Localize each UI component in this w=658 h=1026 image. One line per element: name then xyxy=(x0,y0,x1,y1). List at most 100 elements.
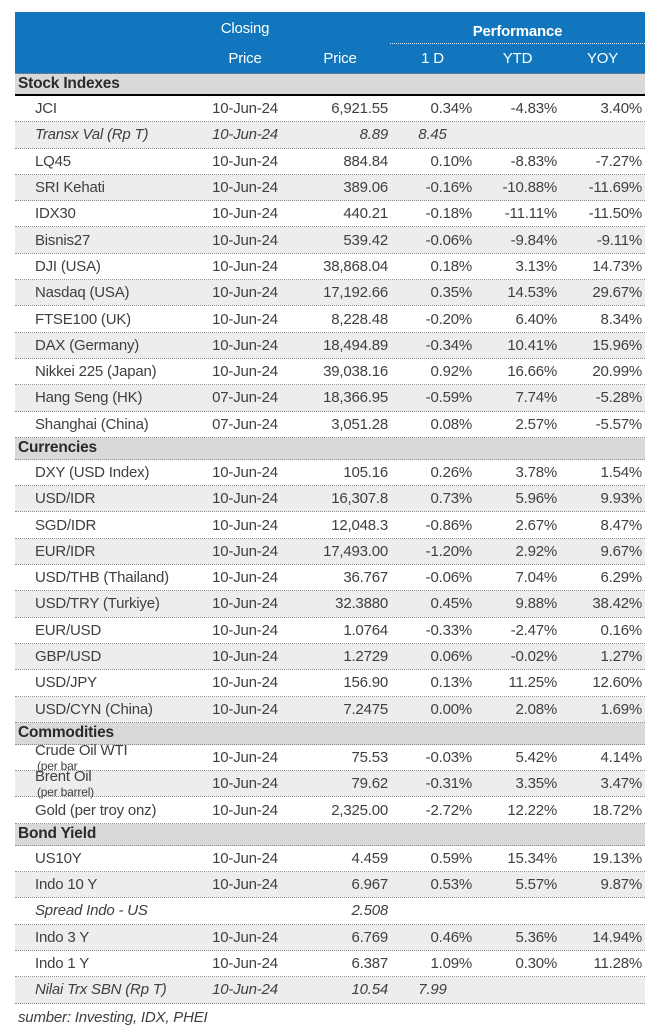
table-row: Indo 3 Y 10-Jun-24 6.769 0.46% 5.36% 14.94% xyxy=(15,924,645,951)
table-row: Indo 10 Y 10-Jun-24 6.967 0.53% 5.57% 9.87% xyxy=(15,872,645,899)
row-1d-cell: 0.92% xyxy=(430,363,472,381)
market-summary-table: Closing Performance Price Price 1 D YTD … xyxy=(15,12,645,1026)
row-name: USD/IDR xyxy=(35,490,96,508)
table-row: DJI (USA) 10-Jun-24 38,868.04 0.18% 3.13% 14.… xyxy=(15,254,645,281)
row-1d-cell: 7.99 xyxy=(418,981,447,999)
table-row: IDX30 10-Jun-24 440.21 -0.18% -11.11% -11.50% xyxy=(15,201,645,228)
row-ytd-cell: 3.78% xyxy=(515,464,557,481)
row-ytd-cell: 2.57% xyxy=(515,415,557,433)
row-name-cell: USD/JPY xyxy=(15,674,200,691)
table-header: Closing Performance Price Price 1 D YTD … xyxy=(15,12,645,74)
row-date-cell: 10-Jun-24 xyxy=(212,363,278,381)
row-date-cell: 07-Jun-24 xyxy=(212,389,278,407)
row-name: Hang Seng (HK) xyxy=(35,389,143,407)
row-yoy-cell: 1.69% xyxy=(600,700,642,718)
header-closing-label: Closing xyxy=(220,19,270,37)
table-row: DXY (USD Index) 10-Jun-24 105.16 0.26% 3.78%… xyxy=(15,460,645,487)
row-date-cell: 10-Jun-24 xyxy=(212,490,278,508)
row-1d-cell: 8.45 xyxy=(418,126,447,144)
row-name: US10Y xyxy=(35,849,82,867)
row-price-cell: 2.508 xyxy=(351,902,388,920)
row-name-cell: Gold (per troy onz) xyxy=(15,802,200,819)
row-date-cell: 10-Jun-24 xyxy=(212,569,278,587)
row-yoy-cell: 3.47% xyxy=(600,775,642,793)
row-price-cell: 1.0764 xyxy=(343,621,388,639)
row-1d-cell: -0.03% xyxy=(425,748,473,766)
row-name: Nasdaq (USA) xyxy=(35,284,130,302)
row-price-cell: 156.90 xyxy=(343,674,388,692)
row-ytd-cell: 12.22% xyxy=(507,801,557,819)
row-name: IDX30 xyxy=(35,205,76,223)
row-date-cell: 10-Jun-24 xyxy=(212,648,278,666)
row-yoy-cell: 1.54% xyxy=(600,464,642,481)
row-name: SGD/IDR xyxy=(35,516,97,534)
row-ytd-cell: 5.36% xyxy=(515,928,557,946)
row-ytd-cell: 5.42% xyxy=(515,748,557,766)
row-name: Shanghai (China) xyxy=(35,415,149,433)
row-name-cell: Shanghai (China) xyxy=(15,416,200,433)
table-row: Indo 1 Y 10-Jun-24 6.387 1.09% 0.30% 11.28% xyxy=(15,951,645,978)
row-ytd-cell: 9.88% xyxy=(515,595,557,613)
row-ytd-cell: 2.92% xyxy=(515,542,557,560)
row-name-detail: (per bar xyxy=(37,758,78,773)
row-name-detail: (per barrel) xyxy=(37,785,94,800)
row-price-cell: 6,921.55 xyxy=(331,100,388,118)
row-date-cell: 10-Jun-24 xyxy=(212,231,278,249)
row-date-cell: 10-Jun-24 xyxy=(212,748,278,766)
row-name-cell: USD/CYN (China) xyxy=(15,701,200,718)
row-date-cell: 10-Jun-24 xyxy=(212,100,278,118)
header-1d-label: 1 D xyxy=(421,50,444,67)
row-name-cell: Nilai Trx SBN (Rp T) xyxy=(15,981,200,998)
table-row: Nikkei 225 (Japan) 10-Jun-24 39,038.16 0.92… xyxy=(15,359,645,386)
row-name: Crude Oil WTI xyxy=(35,741,128,759)
row-1d-cell: 0.35% xyxy=(430,284,472,302)
row-name-cell: US10Y xyxy=(15,850,200,867)
row-yoy-cell: 11.28% xyxy=(593,955,642,973)
row-yoy-cell: 14.94% xyxy=(592,928,642,946)
row-name-cell: SRI Kehati xyxy=(15,179,200,196)
row-1d-cell: -0.06% xyxy=(425,231,473,249)
row-ytd-cell: -8.83% xyxy=(510,152,558,170)
row-name-cell: Nikkei 225 (Japan) xyxy=(15,363,200,380)
row-name: GBP/USD xyxy=(35,648,102,666)
row-1d-cell: -2.72% xyxy=(425,801,473,819)
row-name-cell: Brent Oil (per barrel) xyxy=(15,768,200,799)
row-price-cell: 389.06 xyxy=(343,179,388,197)
row-date-cell: 10-Jun-24 xyxy=(212,542,278,560)
header-yoy-label: YOY xyxy=(586,50,619,67)
row-yoy-cell: 38.42% xyxy=(592,595,642,613)
row-date-cell: 10-Jun-24 xyxy=(212,152,278,170)
row-name-cell: Crude Oil WTI (per bar xyxy=(15,742,200,773)
row-price-cell: 6.387 xyxy=(351,955,388,973)
row-name: Nilai Trx SBN (Rp T) xyxy=(35,981,167,999)
row-yoy-cell: -5.57% xyxy=(595,415,643,433)
row-name: Indo 1 Y xyxy=(35,955,90,973)
row-yoy-cell: -11.69% xyxy=(588,179,643,197)
section-header-commodities: Commodities xyxy=(15,722,645,745)
row-date-cell: 10-Jun-24 xyxy=(212,464,278,481)
row-date-cell: 10-Jun-24 xyxy=(212,674,278,692)
row-1d-cell: -0.18% xyxy=(425,205,473,223)
table-row: Spread Indo - US 2.508 xyxy=(15,898,645,925)
row-1d-cell: 0.53% xyxy=(430,876,472,894)
row-ytd-cell: 7.04% xyxy=(515,569,557,587)
row-name-cell: EUR/IDR xyxy=(15,543,200,560)
row-1d-cell: 0.13% xyxy=(430,674,472,692)
row-yoy-cell: 29.67% xyxy=(592,284,642,302)
table-row: USD/IDR 10-Jun-24 16,307.8 0.73% 5.96% 9.93% xyxy=(15,486,645,513)
table-row: EUR/USD 10-Jun-24 1.0764 -0.33% -2.47% 0.16% xyxy=(15,618,645,644)
row-price-cell: 17,493.00 xyxy=(323,542,388,560)
row-name: USD/CYN (China) xyxy=(35,700,153,718)
row-price-cell: 4.459 xyxy=(351,849,388,867)
row-date-cell: 10-Jun-24 xyxy=(212,955,278,973)
row-name-cell: LQ45 xyxy=(15,153,200,170)
row-name: USD/THB (Thailand) xyxy=(35,569,169,587)
row-name-cell: Indo 3 Y xyxy=(15,929,200,946)
row-ytd-cell: -9.84% xyxy=(510,231,558,249)
row-name: USD/JPY xyxy=(35,674,97,692)
table-row: Crude Oil WTI (per bar 10-Jun-24 75.53 -0.03… xyxy=(15,742,645,773)
row-1d-cell: 0.46% xyxy=(430,928,472,946)
row-1d-cell: -1.20% xyxy=(425,542,473,560)
row-name-cell: IDX30 xyxy=(15,205,200,222)
row-ytd-cell: -0.02% xyxy=(510,648,558,666)
